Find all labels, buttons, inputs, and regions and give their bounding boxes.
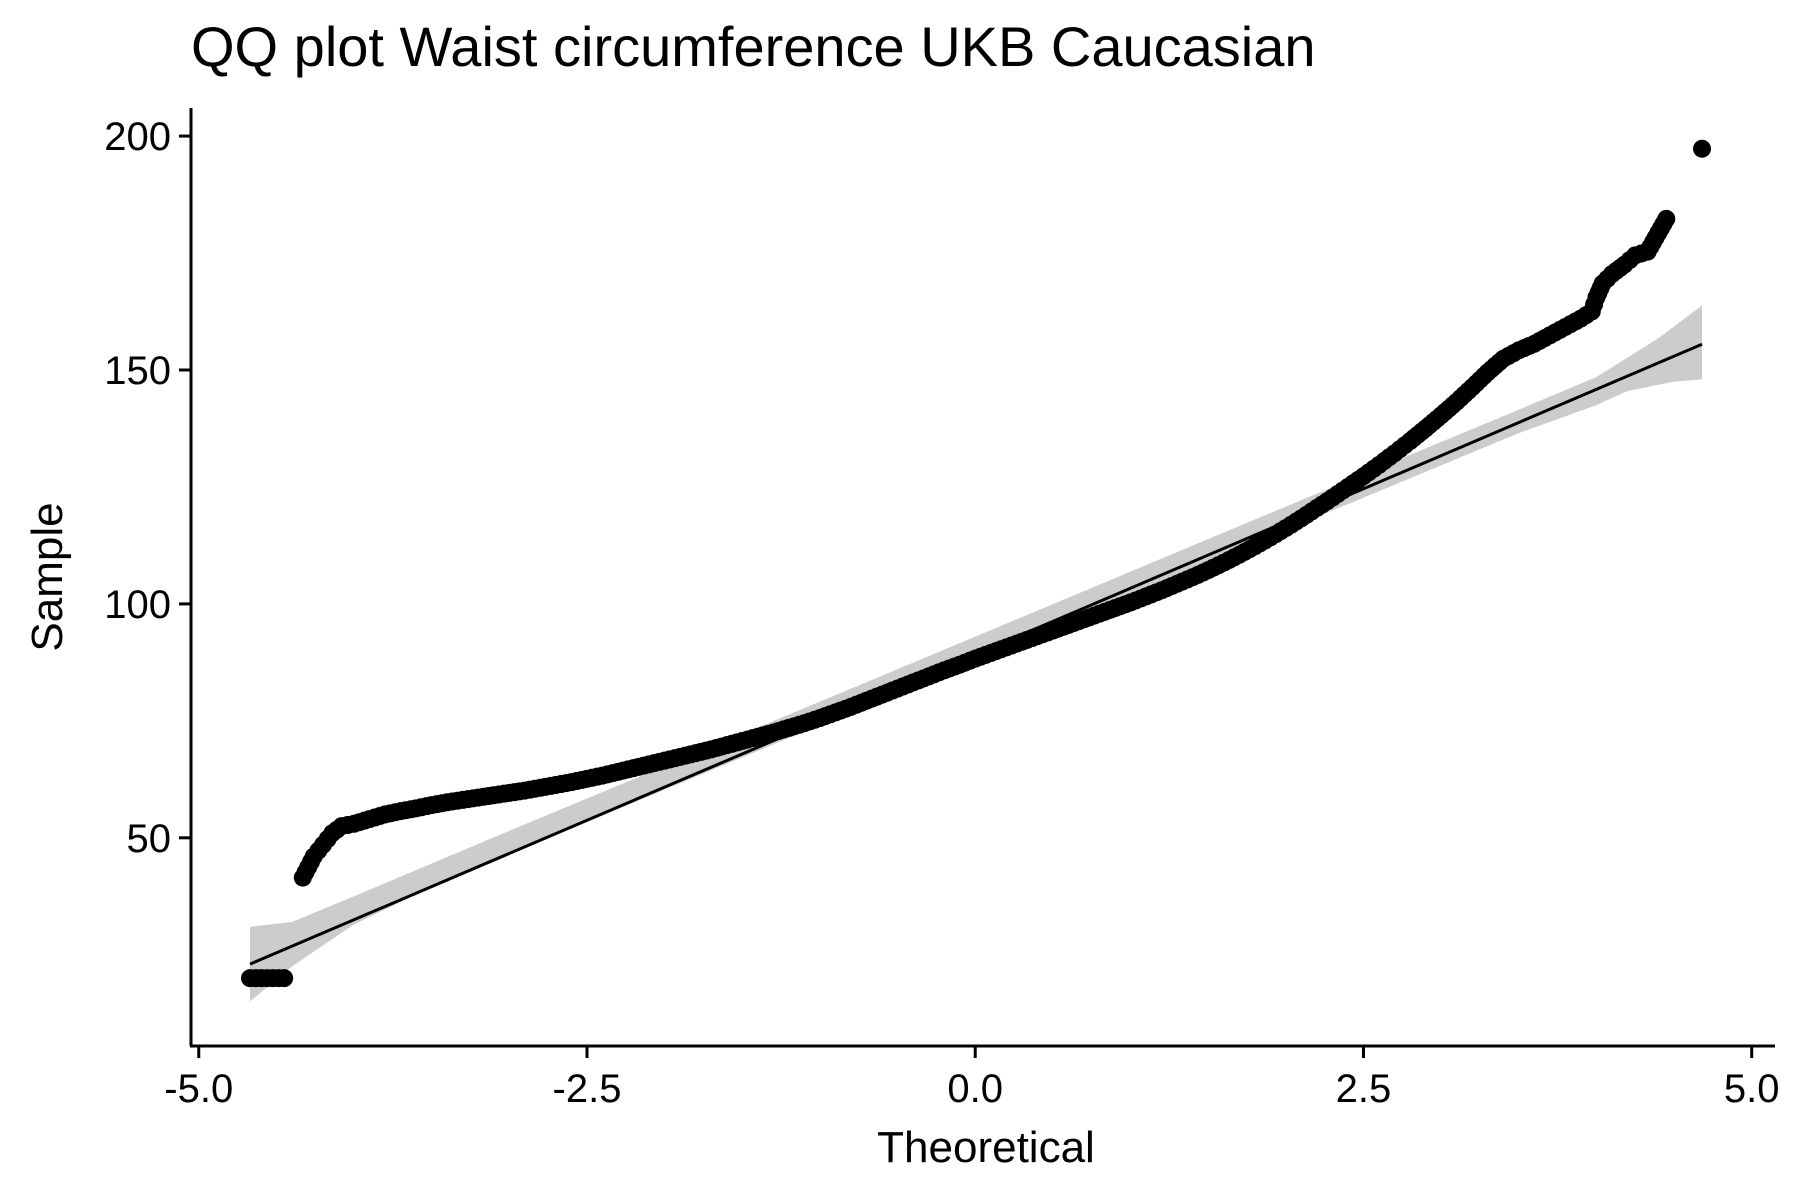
x-axis-label: Theoretical bbox=[877, 1123, 1095, 1172]
x-tick-label: 0.0 bbox=[947, 1067, 1003, 1111]
y-tick-label: 150 bbox=[104, 349, 171, 393]
x-tick-label: -2.5 bbox=[553, 1067, 622, 1111]
data-point bbox=[1657, 209, 1676, 228]
data-point bbox=[1693, 139, 1712, 158]
x-tick-label: 5.0 bbox=[1724, 1067, 1780, 1111]
y-tick-label: 200 bbox=[104, 115, 171, 159]
y-axis-ticks: 50 100 150 200 bbox=[104, 115, 191, 861]
x-tick-label: -5.0 bbox=[164, 1067, 233, 1111]
plot-area bbox=[241, 139, 1712, 1002]
reference-line bbox=[249, 342, 1703, 966]
y-tick-label: 50 bbox=[127, 817, 172, 861]
y-axis-label: Sample bbox=[23, 502, 72, 651]
data-point bbox=[275, 969, 294, 988]
x-tick-label: 2.5 bbox=[1336, 1067, 1392, 1111]
chart-title: QQ plot Waist circumference UKB Caucasia… bbox=[191, 15, 1316, 78]
x-axis-ticks: -5.0 -2.5 0.0 2.5 5.0 bbox=[164, 1046, 1780, 1111]
y-tick-label: 100 bbox=[104, 583, 171, 627]
